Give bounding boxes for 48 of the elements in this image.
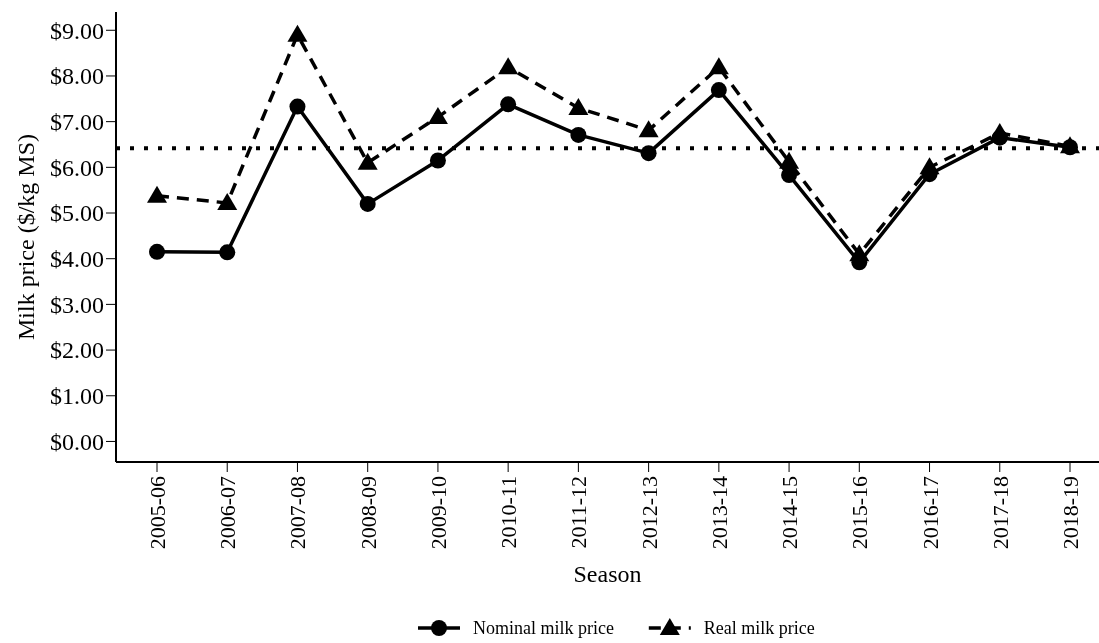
point [149, 243, 165, 260]
y-axis-title: Milk price ($/kg MS) [13, 134, 39, 340]
legend-label: Nominal milk price [473, 618, 614, 639]
y-tick-label: $6.00 [50, 154, 104, 181]
x-tick-label: 2012-13 [636, 476, 662, 550]
point [638, 120, 659, 138]
x-tick-label: 2018-19 [1058, 476, 1083, 550]
x-tick-label: 2008-09 [355, 476, 381, 550]
x-tick-label: 2011-12 [566, 476, 592, 549]
x-tick-label: 2015-16 [847, 476, 873, 550]
point [640, 145, 657, 162]
point [359, 195, 376, 212]
x-axis-title: Season [573, 561, 642, 587]
x-tick-label: 2005-06 [145, 476, 170, 550]
x-tick-label: 2006-07 [215, 476, 241, 550]
point [710, 82, 727, 99]
point [217, 192, 238, 210]
x-tick-label: 2007-08 [285, 476, 311, 550]
point [429, 152, 446, 169]
point [568, 97, 589, 115]
y-tick-label: $7.00 [50, 109, 104, 136]
point [500, 96, 517, 113]
legend-label: Real milk price [703, 618, 815, 639]
point [781, 167, 798, 184]
x-tick-label: 2017-18 [987, 476, 1013, 550]
point [570, 126, 587, 143]
y-tick-label: $9.00 [50, 17, 104, 44]
x-tick-label: 2010-11 [496, 476, 522, 549]
y-tick-label: $8.00 [50, 63, 104, 90]
x-tick-label: 2016-17 [917, 476, 943, 550]
point [147, 185, 167, 203]
y-tick-label: $4.00 [50, 246, 104, 273]
x-tick-label: 2009-10 [425, 476, 451, 550]
y-tick-label: $0.00 [50, 428, 104, 455]
x-tick-label: 2013-14 [706, 476, 732, 550]
y-tick-label: $5.00 [50, 200, 104, 227]
point [287, 24, 308, 42]
x-tick-label: 2014-15 [777, 476, 803, 550]
point [357, 152, 378, 170]
y-tick-label: $3.00 [50, 291, 104, 318]
point [219, 244, 236, 261]
y-tick-label: $1.00 [50, 383, 104, 410]
point [289, 98, 306, 115]
point [427, 107, 448, 125]
point [708, 57, 729, 75]
point [991, 129, 1008, 146]
point [498, 57, 519, 75]
y-tick-label: $2.00 [50, 337, 104, 364]
